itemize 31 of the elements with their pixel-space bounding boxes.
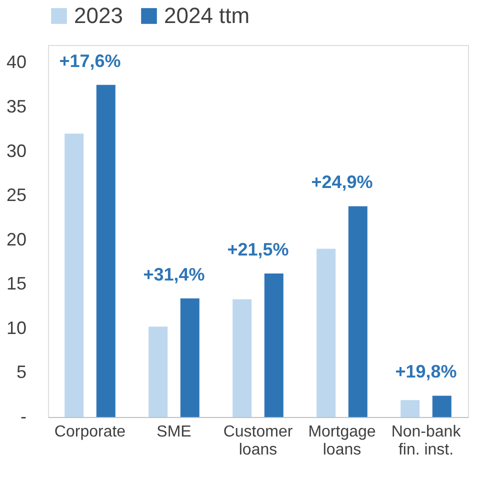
y-tick-label: - <box>20 406 26 426</box>
legend-label: 2024 ttm <box>164 3 250 28</box>
bar <box>348 206 368 417</box>
x-tick-label: Mortgage loans <box>308 424 376 458</box>
legend-label: 2023 <box>74 3 123 28</box>
annotation: +17,6% <box>59 50 121 71</box>
annotation: +24,9% <box>311 172 373 192</box>
y-tick-label: 5 <box>16 362 26 382</box>
annotation: +21,5% <box>227 240 289 260</box>
x-tick-label: SME <box>156 424 192 440</box>
bar <box>96 84 116 417</box>
annotation: +31,4% <box>143 264 205 284</box>
annotation: +19,8% <box>395 362 457 382</box>
y-tick-label: 20 <box>6 229 26 250</box>
bar <box>316 248 336 417</box>
bar <box>400 400 420 417</box>
x-tick-label: Corporate <box>54 424 126 440</box>
bar <box>264 274 284 417</box>
y-tick-label: 35 <box>6 96 26 116</box>
bar <box>232 299 252 417</box>
x-tick-label: Customer loans <box>223 424 294 458</box>
y-tick-label: 30 <box>6 140 26 161</box>
bar <box>148 326 168 417</box>
y-tick-label: 15 <box>6 274 26 294</box>
x-tick-label: Non-bank fin. inst. <box>391 424 462 458</box>
y-tick-label: 40 <box>6 52 26 72</box>
y-tick-label: 10 <box>6 318 26 338</box>
y-tick-label: 25 <box>6 185 26 206</box>
bar <box>64 134 84 417</box>
bar <box>180 298 200 417</box>
bar <box>432 396 452 417</box>
